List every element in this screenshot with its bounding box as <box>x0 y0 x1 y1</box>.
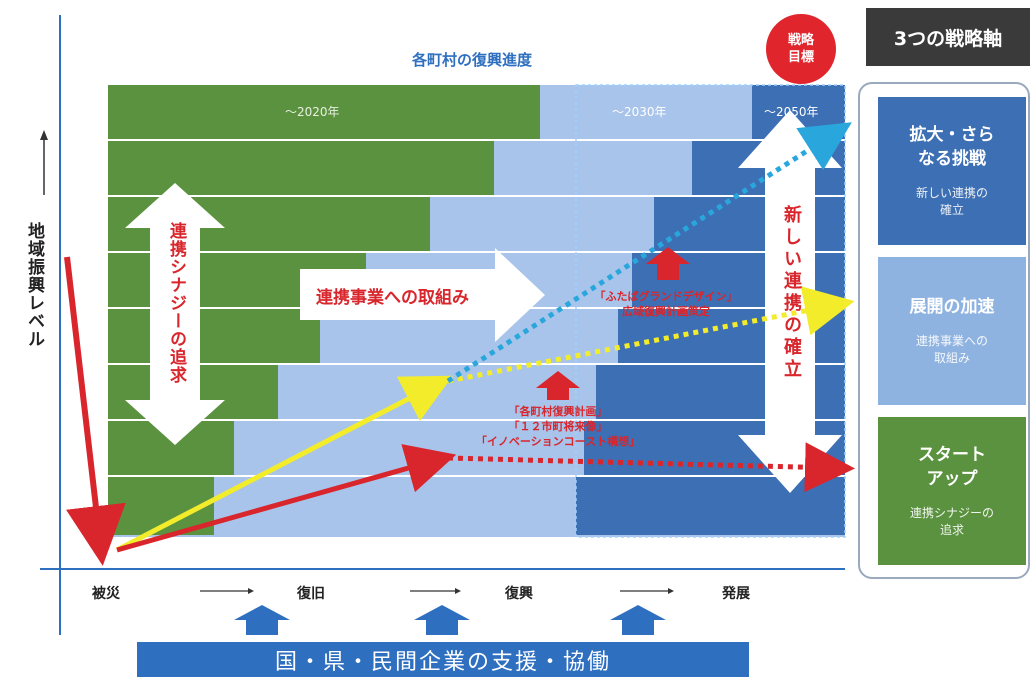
phase-arrow-heads <box>248 588 674 594</box>
era-label-2050: ～2050年 <box>764 105 819 119</box>
cyan-dotted-trajectory <box>446 122 852 384</box>
red-trajectory <box>116 444 457 553</box>
strategy-box-startup: スタート アップ 連携シナジーの 追求 <box>878 417 1026 565</box>
plan-lower-note: 「各町村復興計画」 「１２市町将来像」 「イノベーションコースト構想」 <box>475 405 641 448</box>
new-partnership-double-arrow <box>738 110 842 493</box>
new-partnership-arrow-label: 新しい連携の確立 <box>781 205 802 381</box>
strategy-box-acceleration: 展開の加速 連携事業への 取組み <box>878 257 1026 405</box>
strategy-box-subtitle: 連携事業への 取組み <box>915 334 988 365</box>
synergy-arrow-label: 連携シナジーの追求 <box>166 222 186 384</box>
support-up-arrows <box>234 605 666 635</box>
decline-arrow <box>64 256 126 566</box>
strategy-box-title: 拡大・さら なる挑戦 <box>909 125 995 169</box>
plan-upper-note: 「ふたばグランドデザイン」 広域復興計画策定 <box>594 290 738 318</box>
red-dotted-trajectory <box>447 442 855 493</box>
strategy-box-subtitle: 新しい連携の 確立 <box>915 186 988 217</box>
projects-right-arrow <box>300 248 545 342</box>
era-label-2020: ～2020年 <box>285 105 340 119</box>
dark-step-3 <box>654 197 845 251</box>
plan-upper-up-arrow <box>646 247 690 280</box>
phase-development: 発展 <box>722 586 750 602</box>
phase-disaster: 被災 <box>92 586 120 602</box>
sidebar-title: 3つの戦略軸 <box>866 8 1030 66</box>
strategy-box-subtitle: 連携シナジーの 追求 <box>909 506 994 537</box>
green-step-1 <box>108 85 540 139</box>
era-label-2030: ～2030年 <box>612 105 667 119</box>
plan-lower-up-arrow <box>536 371 580 400</box>
green-step-2 <box>108 141 494 195</box>
y-axis-arrow-head <box>40 130 48 140</box>
dark-step-8 <box>576 477 845 535</box>
phase-recovery: 復旧 <box>297 586 325 602</box>
phase-reconstruction: 復興 <box>505 586 533 602</box>
synergy-double-arrow <box>125 183 225 445</box>
green-step-5 <box>108 309 320 363</box>
diagram-title: 各町村の復興進度 <box>412 51 533 69</box>
strategy-box-title: 展開の加速 <box>909 297 995 317</box>
strategy-box-expansion: 拡大・さら なる挑戦 新しい連携の 確立 <box>878 97 1026 245</box>
support-bar: 国・県・民間企業の支援・協働 <box>137 642 749 677</box>
strategy-box-title: スタート アップ <box>918 445 986 489</box>
y-axis-label: 地域振興レベル <box>24 222 44 348</box>
yellow-trajectory <box>115 375 453 553</box>
strategic-target-badge: 戦略 目標 <box>766 14 836 84</box>
projects-arrow-label: 連携事業への取組み <box>316 288 469 308</box>
